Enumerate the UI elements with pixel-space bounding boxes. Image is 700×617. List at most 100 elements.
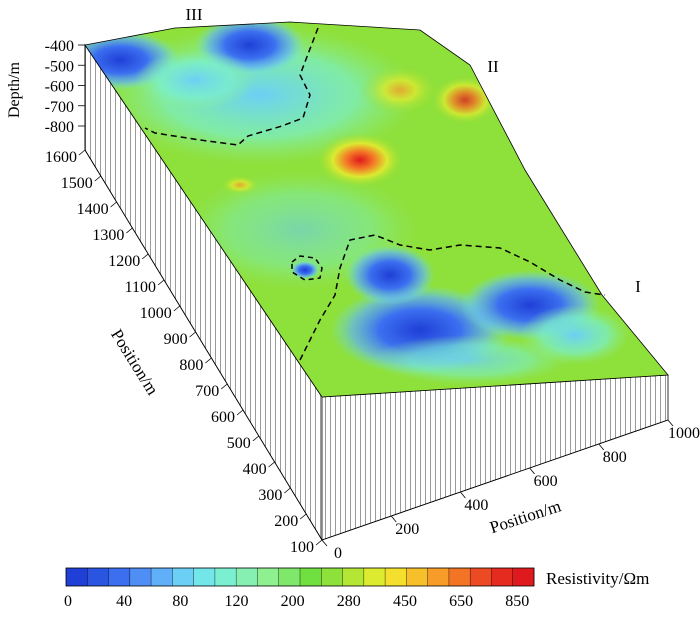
y-tick-mark (189, 331, 196, 338)
boundary-III (144, 27, 319, 146)
y-tick-mark (220, 383, 228, 390)
y-tick-mark (299, 513, 307, 520)
x-tick-label: 0 (334, 545, 342, 562)
y-tick-label: 1500 (61, 175, 93, 192)
x-tick-label: 1000 (668, 425, 700, 442)
y-tick-mark (94, 175, 102, 182)
y-tick-mark (78, 149, 86, 156)
colorbar (65, 567, 535, 587)
colorbar-tick-label: 200 (281, 593, 305, 610)
x-tick-mark (529, 467, 535, 475)
surface-outline (84, 21, 669, 398)
colorbar-swatch (172, 568, 194, 586)
colorbar-swatch (342, 568, 365, 586)
y-tick-label: 700 (195, 383, 219, 400)
colorbar-label: Resistivity/Ωm (546, 569, 649, 588)
y-tick-label: 1200 (108, 253, 140, 270)
y-tick-label: 500 (227, 435, 251, 452)
y-tick-mark (157, 279, 165, 286)
colorbar-swatch (300, 568, 322, 586)
y-tick-mark (126, 227, 133, 234)
depth-axis-ticks: -400 -500 -600 -700 -800 (45, 38, 85, 136)
colorbar-tick-label: 850 (505, 593, 529, 610)
colorbar-swatch (129, 568, 152, 586)
y-tick-label: 1000 (140, 305, 172, 322)
y-tick-mark (236, 409, 244, 416)
colorbar-tick-label: 450 (393, 593, 417, 610)
y-tick-mark (268, 461, 275, 468)
y-tick-mark (141, 253, 149, 260)
x-tick-mark (460, 491, 466, 499)
depth-tick-label: -600 (45, 79, 74, 96)
zone-label-I: I (635, 277, 641, 296)
colorbar-swatch (470, 568, 492, 586)
colorbar-swatch (278, 568, 301, 586)
y-tick-label: 200 (274, 513, 298, 530)
y-tick-mark (284, 487, 291, 494)
y-tick-label: 1300 (92, 227, 124, 244)
y-tick-label: 900 (164, 331, 188, 348)
y-tick-mark (205, 357, 212, 364)
y-tick-label: 1100 (125, 279, 156, 296)
colorbar-swatch (193, 568, 216, 586)
colorbar-swatch (87, 568, 109, 586)
zone-label-III: III (186, 5, 203, 24)
x-tick-mark (667, 419, 674, 427)
colorbar-swatch (321, 568, 343, 586)
x-axis-ticks: 0 200 400 600 800 1000 (321, 419, 700, 562)
colorbar-swatch (491, 568, 514, 586)
colorbar-swatch (363, 568, 386, 586)
colorbar-swatch (512, 568, 535, 586)
colorbar-swatch (406, 568, 428, 586)
x-axis-label: Position/m (487, 496, 563, 537)
depth-tick-label: -700 (45, 99, 74, 116)
colorbar-tick-label: 80 (172, 593, 188, 610)
y-tick-label: 600 (211, 409, 235, 426)
colorbar-tick-label: 0 (64, 593, 72, 610)
x-tick-mark (390, 515, 397, 523)
y-tick-mark (252, 435, 260, 442)
colorbar-swatch (66, 568, 88, 586)
resistivity-surface (85, 22, 668, 397)
y-axis-ticks: 100 200 300 400 500 600 700 800 900 1000 1100 1200 1… (45, 149, 323, 556)
x-tick-label: 600 (534, 473, 558, 490)
colorbar-swatch (448, 568, 471, 586)
y-axis-line (84, 149, 323, 541)
colorbar-ticks: 0 40 80 120 200 280 450 650 850 (64, 593, 529, 610)
colorbar-swatch (214, 568, 237, 586)
x-tick-mark (321, 539, 328, 547)
depth-tick-label: -400 (45, 38, 74, 55)
depth-tick-label: -800 (45, 119, 74, 136)
colorbar-swatch (151, 568, 173, 586)
y-axis-label: Position/m (107, 326, 162, 399)
colorbar-tick-label: 280 (337, 593, 361, 610)
colorbar-swatch (108, 568, 131, 586)
colorbar-swatch (236, 568, 258, 586)
y-tick-label: 300 (258, 487, 282, 504)
colorbar-swatch (427, 568, 450, 586)
x-tick-label: 400 (464, 497, 488, 514)
y-tick-label: 100 (290, 539, 314, 556)
y-tick-label: 400 (243, 461, 267, 478)
x-tick-mark (598, 443, 605, 451)
depth-tick-label: -500 (45, 58, 74, 75)
colorbar-tick-label: 650 (449, 593, 473, 610)
colorbar-swatch (385, 568, 407, 586)
y-tick-label: 1600 (45, 149, 77, 166)
x-axis-line (321, 419, 669, 541)
colorbar-swatch (257, 568, 280, 586)
colorbar-tick-label: 120 (224, 593, 248, 610)
y-tick-mark (110, 201, 117, 208)
y-tick-mark (315, 539, 323, 546)
y-tick-label: 800 (179, 357, 203, 374)
y-tick-label: 1400 (77, 201, 109, 218)
y-tick-mark (173, 305, 181, 312)
boundary-I-loop (291, 255, 323, 281)
x-tick-label: 200 (395, 521, 419, 538)
zone-label-II: II (487, 57, 499, 76)
x-tick-label: 800 (603, 449, 627, 466)
colorbar-tick-label: 40 (116, 593, 132, 610)
depth-axis-label: Depth/m (6, 61, 23, 118)
